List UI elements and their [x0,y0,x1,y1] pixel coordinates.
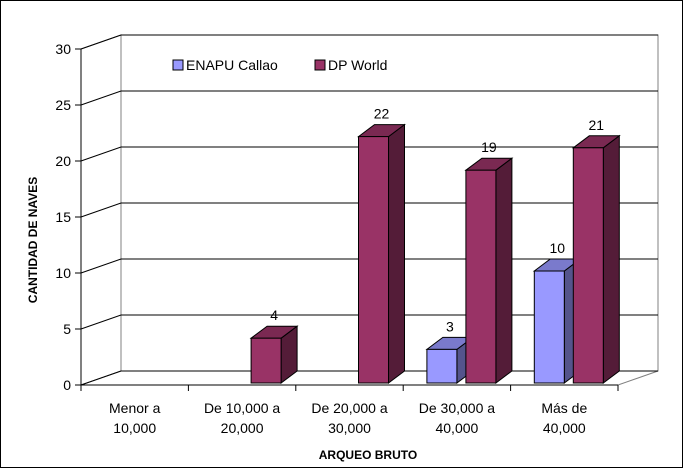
gridline [80,90,658,106]
bar-front [426,348,458,384]
data-label: 4 [270,307,278,323]
bar-front [250,337,282,384]
x-category-label: De 20,000 a [311,400,387,416]
legend-swatch [172,59,184,71]
x-category-label: 40,000 [435,420,478,436]
x-category-label: Más de [541,400,587,416]
bar-front [533,270,565,384]
legend-label: ENAPU Callao [186,57,278,73]
bar-side [602,134,620,384]
legend-swatch [314,59,326,71]
bars [249,123,621,384]
x-category-label: 40,000 [543,420,586,436]
gridline [80,34,658,50]
x-category-label: De 10,000 a [204,400,280,416]
gridline [80,146,658,162]
bar [357,123,406,384]
x-category-label: 30,000 [328,420,371,436]
legend: ENAPU Callao DP World [172,57,387,73]
x-category-label: 20,000 [221,420,264,436]
x-category-labels: Menor a 10,000 De 10,000 a 20,000 De 20,000 … [109,400,587,436]
data-label: 22 [374,106,390,122]
bar-side [495,157,513,384]
y-tick-label: 5 [63,321,71,337]
y-tick-label: 10 [55,265,71,281]
x-category-label: 10,000 [113,420,156,436]
y-tick-label: 30 [55,41,71,57]
y-tick-label: 25 [55,97,71,113]
y-tick-labels: 0 5 10 15 20 25 30 [55,41,71,393]
bar [249,325,299,384]
bar-side [388,123,405,384]
data-label: 19 [481,139,497,155]
bar [571,134,621,384]
data-label: 3 [446,318,454,334]
y-tick-label: 15 [55,209,71,225]
bar-front [572,147,604,384]
bar-front [358,136,389,384]
x-axis-title: ARQUEO BRUTO [319,448,417,462]
legend-label: DP World [328,57,387,73]
axes [75,48,619,391]
y-tick-label: 0 [63,377,71,393]
data-labels: 4 22 3 19 10 21 [270,106,604,335]
bar-front [465,169,497,384]
bar [464,157,514,384]
data-label: 21 [589,117,605,133]
y-axis-title: CANTIDAD DE NAVES [26,177,40,303]
y-tick-label: 20 [55,153,71,169]
data-label: 10 [550,240,566,256]
x-category-label: Menor a [109,400,161,416]
x-category-label: De 30,000 a [419,400,495,416]
